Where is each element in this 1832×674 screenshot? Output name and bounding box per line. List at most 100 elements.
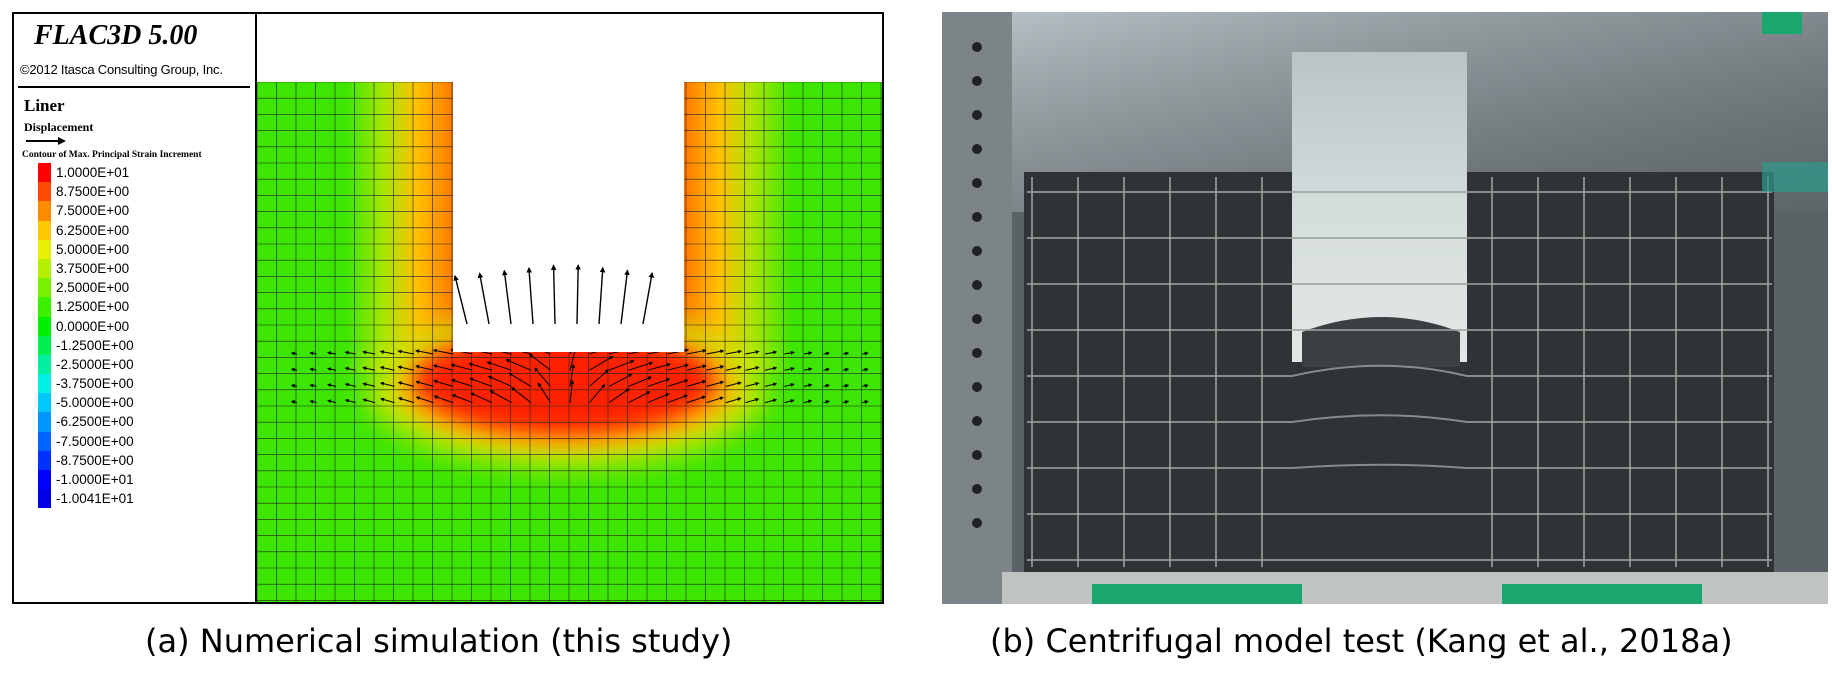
displacement-vector [468,362,493,371]
displacement-vector [725,365,742,371]
displacement-vector [686,380,707,387]
displacement-vector [309,383,317,388]
bolt [972,348,982,358]
displacement-vector [725,349,742,355]
legend-value: -1.0041E+01 [56,491,134,507]
legend-swatch [38,470,51,490]
bolt [972,110,982,120]
copyright-text: ©2012 Itasca Consulting Group, Inc. [20,62,223,77]
grid-line [1027,414,1772,423]
displacement-vector [327,351,337,356]
bolt [972,144,982,154]
displacement-vector [842,383,850,388]
displacement-vector [608,373,633,387]
displacement-vector [862,400,869,405]
excavation-zone [1292,52,1467,362]
displacement-vector [451,394,473,404]
legend-swatch [38,182,51,202]
centrifuge-model-photo [942,12,1828,604]
displacement-vector [397,349,415,355]
legend-swatch [38,297,51,317]
legend-value: 8.7500E+00 [56,184,130,200]
displacement-vector [344,350,356,355]
displacement-vector [309,399,317,404]
displacement-vector [667,394,688,404]
displacement-vector [803,383,813,388]
legend-value: -8.7500E+00 [56,452,134,468]
flac3d-legend: FLAC3D 5.00 ©2012 Itasca Consulting Grou… [14,14,257,602]
legend-swatch [38,239,51,259]
displacement-vector [589,355,614,371]
grid-line [1027,364,1772,377]
legend-swatch [38,278,51,298]
bolt [972,450,982,460]
heave-vector [575,264,581,325]
displacement-vector [608,359,635,371]
displacement-vector [745,350,760,355]
heave-vector [526,266,534,325]
marker-grid [1027,177,1772,567]
displacement-vector [628,376,653,387]
displacement-vector [745,381,760,387]
displacement-vector [487,375,512,387]
legend-swatch [38,316,51,336]
displacement-vector [362,382,376,387]
color-scale-labels: 1.0000E+01 8.7500E+00 7.5000E+00 6.2500E+00… [56,163,134,508]
displacement-vector [647,393,670,404]
legend-value: -1.0000E+01 [56,472,134,487]
displacement-vector [486,361,512,371]
displacement-vector [686,364,707,371]
displacement-vector [489,390,512,404]
color-scale [38,163,51,509]
displacement-vector [432,364,454,371]
bolt [972,42,982,52]
displacement-vector [397,397,415,404]
displacement-vector [362,366,376,371]
displacement-vector [628,391,651,404]
displacement-vector [362,350,376,355]
displacement-vector [433,395,454,404]
displacement-vector [379,350,395,355]
displacement-vector [290,400,298,405]
displacement-vector [784,382,795,387]
legend-value: -1.2500E+00 [56,337,134,353]
legend-value: 2.5000E+00 [56,280,130,296]
displacement-vector [764,366,778,371]
legend-swatch [38,354,51,375]
displacement-vector [628,361,654,371]
contour-label: Contour of Max. Principal Strain Increme… [22,150,202,160]
heave-vector [550,264,557,325]
bolt [972,484,982,494]
bolt [972,280,982,290]
displacement-vector [764,350,778,355]
caption-numerical-simulation: (a) Numerical simulation (this study) [145,622,733,660]
displacement-vector [706,365,725,371]
bolt [972,246,982,256]
displacement-vector [569,347,577,371]
displacement-vector [803,351,813,356]
displacement-vector [470,392,493,404]
container-wall [942,12,1012,604]
bolt [972,382,982,392]
displacement-vector [823,400,830,404]
displacement-vector [397,381,415,387]
legend-swatch [38,201,51,221]
legend-swatch [38,258,51,279]
displacement-vector [397,365,415,371]
bolt [972,518,982,528]
strain-contour-plot [257,82,882,602]
heave-vector [502,269,512,325]
displacement-vector [362,398,376,404]
displacement-vector [450,363,473,371]
displacement-vector [290,351,298,356]
displacement-vector [764,398,778,404]
displacement-vector [667,379,689,387]
legend-divider [18,86,250,88]
displacement-vector [528,353,551,371]
legend-value: 0.0000E+00 [56,318,130,334]
displacement-vector [380,397,395,404]
displacement-vector [764,382,778,387]
displacement-vector [589,383,606,403]
displacement-vector [706,349,725,355]
displacement-vector [706,396,724,404]
